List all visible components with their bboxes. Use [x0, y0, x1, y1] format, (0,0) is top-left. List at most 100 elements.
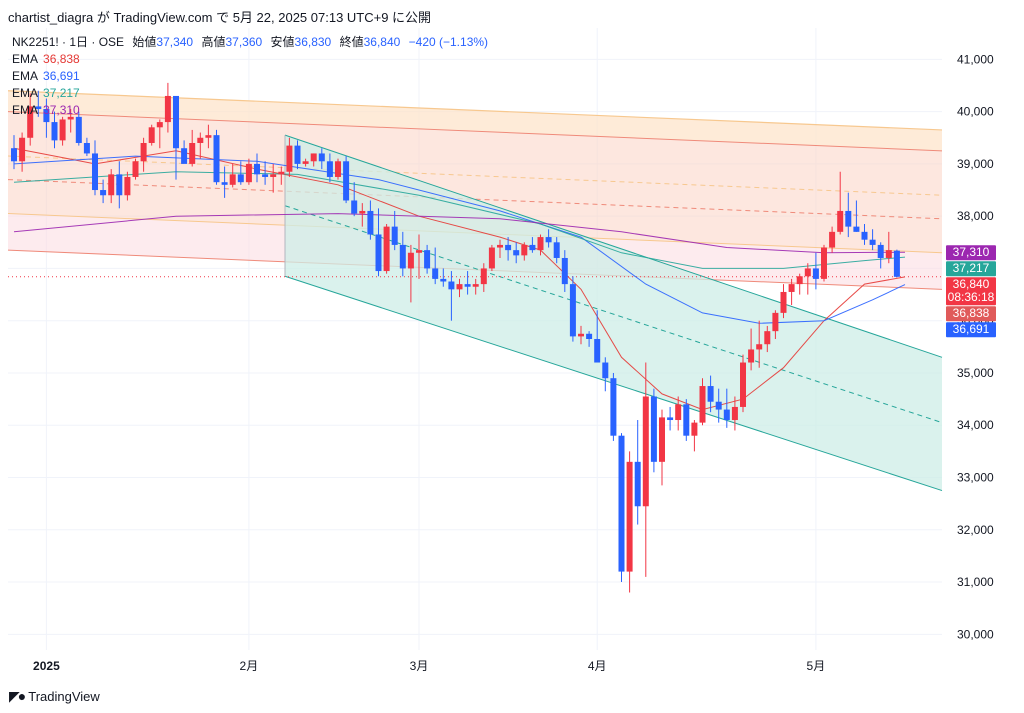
- x-tick-label: 5月: [807, 659, 826, 673]
- tradingview-logo-icon: ◤●: [9, 688, 26, 704]
- y-tick-label: 34,000: [957, 418, 994, 432]
- candle-body: [262, 174, 269, 177]
- low-value: 36,830: [294, 35, 332, 49]
- candle-body: [189, 142, 196, 164]
- candle-body: [11, 148, 17, 162]
- candle-body: [148, 127, 155, 143]
- ema-line-1: [13, 147, 906, 411]
- candle-body: [642, 396, 649, 507]
- price-label-text: 37,310: [953, 245, 990, 259]
- channels: [7, 90, 943, 492]
- candle-body: [529, 244, 536, 251]
- ema-row-2[interactable]: EMA 36,691: [12, 68, 493, 85]
- candle-body: [804, 268, 811, 277]
- candle-body: [156, 122, 163, 128]
- candle-body: [132, 161, 139, 177]
- x-tick-label: 3月: [410, 659, 429, 673]
- price-label-box: [946, 245, 996, 261]
- chart-legend: NK2251! · 1日 · OSE 始値37,340 高値37,360 安値3…: [12, 34, 493, 119]
- x-tick-label: 2月: [240, 659, 259, 673]
- candle-body: [416, 250, 422, 253]
- channel-line-2: [7, 111, 943, 152]
- candle-body: [788, 284, 795, 292]
- candle-body: [488, 247, 495, 269]
- candle-body: [197, 137, 204, 143]
- channel-line-top: [7, 90, 943, 131]
- channel-band-mid: [8, 111, 942, 253]
- teal-line-top: [284, 134, 943, 358]
- y-tick-label: 32,000: [957, 523, 994, 537]
- candle-body: [505, 244, 512, 251]
- symbol-label[interactable]: NK2251! · 1日 · OSE: [12, 35, 125, 49]
- candle-body: [821, 247, 827, 279]
- ema-row-3[interactable]: EMA 37,217: [12, 85, 493, 102]
- candle-body: [359, 210, 366, 214]
- candle-body: [173, 95, 179, 149]
- candle-body: [286, 145, 293, 172]
- candle-body: [318, 153, 325, 162]
- price-label-box: [946, 261, 996, 277]
- close-label: 終値: [339, 35, 364, 49]
- price-label-text: 37,217: [953, 261, 990, 275]
- candle-body: [861, 231, 868, 240]
- y-tick-label: 39,000: [957, 157, 994, 171]
- ema-line-2: [13, 155, 906, 324]
- candle-body: [853, 226, 860, 232]
- candle-body: [837, 210, 844, 232]
- x-tick-label: 4月: [588, 659, 607, 673]
- candle-body: [764, 331, 771, 345]
- candle-body: [464, 284, 471, 287]
- candle-body: [723, 409, 730, 421]
- ema-label: EMA: [12, 52, 39, 66]
- price-label-text: 36,838: [953, 306, 990, 320]
- brand-name: TradingView: [28, 689, 100, 704]
- candle-body: [270, 174, 277, 177]
- candle-body: [683, 404, 690, 436]
- candle-body: [480, 268, 487, 285]
- candle-body: [124, 176, 131, 196]
- high-label: 高値: [201, 35, 226, 49]
- candle-body: [756, 344, 763, 350]
- candle-body: [326, 161, 333, 177]
- candle-body: [578, 333, 584, 337]
- tradingview-brand[interactable]: ◤● TradingView: [9, 688, 100, 705]
- candle-body: [367, 210, 374, 235]
- candle-body: [845, 210, 852, 227]
- candle-body: [205, 135, 212, 138]
- candle-body: [594, 339, 601, 363]
- candle-body: [537, 237, 544, 251]
- price-label-text: 36,840: [953, 277, 990, 291]
- candle-body: [375, 234, 382, 272]
- candle-body: [343, 161, 350, 201]
- candle-body: [634, 461, 641, 507]
- ema-line-4: [13, 213, 906, 254]
- candle-body: [59, 119, 66, 141]
- candle-body: [43, 109, 50, 123]
- candle-body: [626, 461, 633, 572]
- candle-body: [877, 244, 884, 258]
- candle-body: [237, 174, 244, 183]
- candle-body: [699, 386, 706, 423]
- candle-body: [893, 250, 900, 277]
- candle-body: [399, 244, 406, 269]
- candle-body: [610, 378, 617, 436]
- candle-body: [691, 422, 698, 436]
- candle-body: [335, 161, 341, 177]
- candle-body: [35, 106, 42, 110]
- candle-body: [229, 174, 236, 185]
- candle-body: [67, 116, 74, 120]
- candle-body: [513, 250, 520, 256]
- teal-midline: [284, 205, 943, 424]
- candle-body: [796, 276, 803, 285]
- candle-body: [497, 244, 503, 248]
- ema-row-4[interactable]: EMA 37,310: [12, 102, 493, 119]
- low-label: 安値: [270, 35, 295, 49]
- y-tick-label: 30,000: [957, 627, 994, 641]
- candle-body: [675, 404, 682, 421]
- ema-row-1[interactable]: EMA 36,838: [12, 51, 493, 68]
- axes: 30,00031,00032,00033,00034,00035,00036,0…: [33, 52, 994, 673]
- ohlc-row: NK2251! · 1日 · OSE 始値37,340 高値37,360 安値3…: [12, 34, 493, 51]
- price-label-countdown: 08:36:18: [948, 290, 995, 304]
